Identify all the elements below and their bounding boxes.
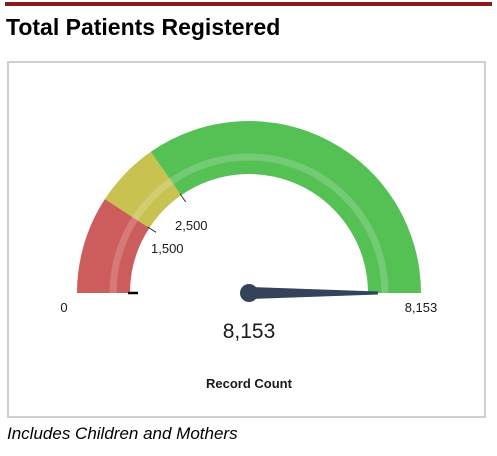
gauge-label-max: 8,153	[405, 300, 438, 315]
header-accent-bar	[5, 2, 492, 6]
gauge-tick-2500	[179, 193, 187, 203]
gauge-needle-hub	[240, 284, 258, 302]
gauge-label-2500: 2,500	[175, 218, 208, 233]
gauge-tick-1500	[147, 226, 157, 233]
gauge-band-green	[150, 121, 421, 293]
gauge-highlight	[109, 153, 389, 294]
widget-title: Total Patients Registered	[6, 14, 281, 40]
footnote: Includes Children and Mothers	[7, 424, 238, 443]
gauge-band-red	[77, 199, 150, 293]
gauge-chart: 0 1,500 2,500 8,153 8,153 Record Count	[60, 121, 438, 391]
gauge-band-yellow	[104, 151, 182, 228]
gauge-label-min: 0	[60, 300, 67, 315]
gauge-panel: 0 1,500 2,500 8,153 8,153 Record Count	[7, 61, 486, 418]
gauge-caption: Record Count	[206, 376, 293, 391]
gauge-label-1500: 1,500	[151, 241, 184, 256]
gauge-needle	[249, 287, 378, 299]
gauge-value: 8,153	[223, 320, 276, 343]
